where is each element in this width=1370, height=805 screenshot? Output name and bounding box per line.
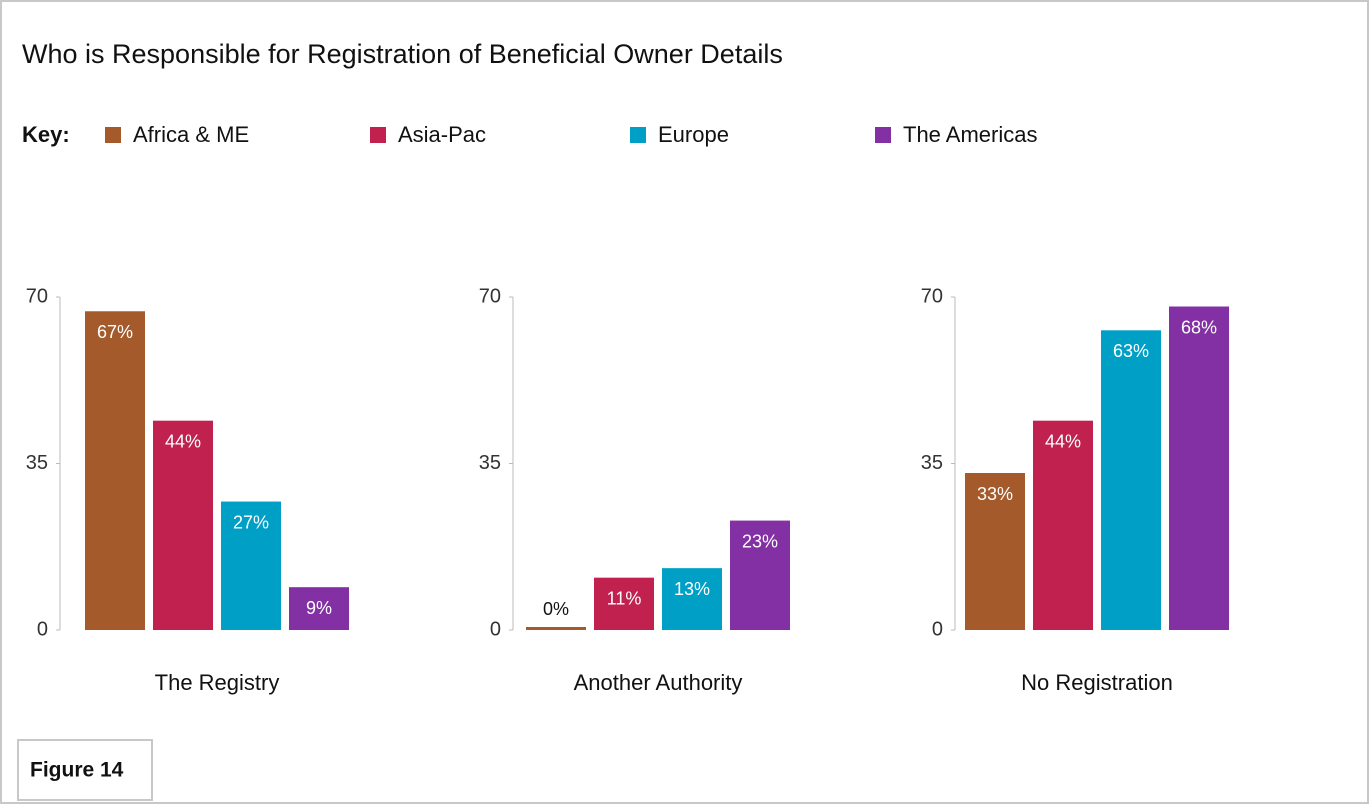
- data-label: 33%: [977, 484, 1013, 504]
- y-tick-label: 70: [921, 285, 943, 307]
- y-tick-label: 35: [921, 452, 943, 474]
- data-label: 9%: [306, 598, 332, 618]
- legend-title: Key:: [22, 122, 70, 147]
- legend-swatch: [370, 127, 386, 143]
- figure-label: Figure 14: [30, 759, 124, 782]
- data-label: 11%: [607, 588, 642, 608]
- data-label: 67%: [97, 322, 133, 342]
- y-tick-label: 70: [26, 285, 48, 307]
- legend-swatch: [105, 127, 121, 143]
- bar: [1101, 330, 1161, 630]
- bar: [662, 568, 722, 630]
- x-tick-label: No Registration: [1021, 670, 1173, 695]
- legend-label: Asia-Pac: [398, 122, 486, 147]
- bar: [85, 311, 145, 630]
- legend-swatch: [630, 127, 646, 143]
- x-tick-label: The Registry: [155, 670, 280, 695]
- legend-label: The Americas: [903, 122, 1038, 147]
- x-tick-label: Another Authority: [574, 670, 743, 695]
- data-label: 63%: [1113, 341, 1149, 361]
- bar: [153, 420, 213, 630]
- data-label: 0%: [543, 599, 569, 619]
- legend-label: Europe: [658, 122, 729, 147]
- y-tick-label: 35: [26, 452, 48, 474]
- bar: [289, 587, 349, 630]
- y-tick-label: 70: [479, 285, 501, 307]
- data-label: 68%: [1181, 317, 1217, 337]
- figure-box: [17, 739, 153, 801]
- bar: [965, 473, 1025, 630]
- legend-label: Africa & ME: [133, 122, 249, 147]
- bar: [594, 577, 654, 630]
- data-label: 27%: [233, 512, 269, 532]
- bar: [221, 501, 281, 630]
- y-tick-label: 0: [37, 618, 48, 640]
- data-label: 44%: [165, 431, 201, 451]
- legend-swatch: [875, 127, 891, 143]
- bar: [1169, 306, 1229, 630]
- data-label: 13%: [674, 579, 710, 599]
- chart-title: Who is Responsible for Registration of B…: [22, 39, 783, 69]
- y-tick-label: 35: [479, 452, 501, 474]
- y-tick-label: 0: [490, 618, 501, 640]
- data-label: 44%: [1045, 431, 1081, 451]
- bar: [1033, 420, 1093, 630]
- bar-baseline: [526, 627, 586, 630]
- y-tick-label: 0: [932, 618, 943, 640]
- data-label: 23%: [742, 531, 778, 551]
- bar: [730, 520, 790, 630]
